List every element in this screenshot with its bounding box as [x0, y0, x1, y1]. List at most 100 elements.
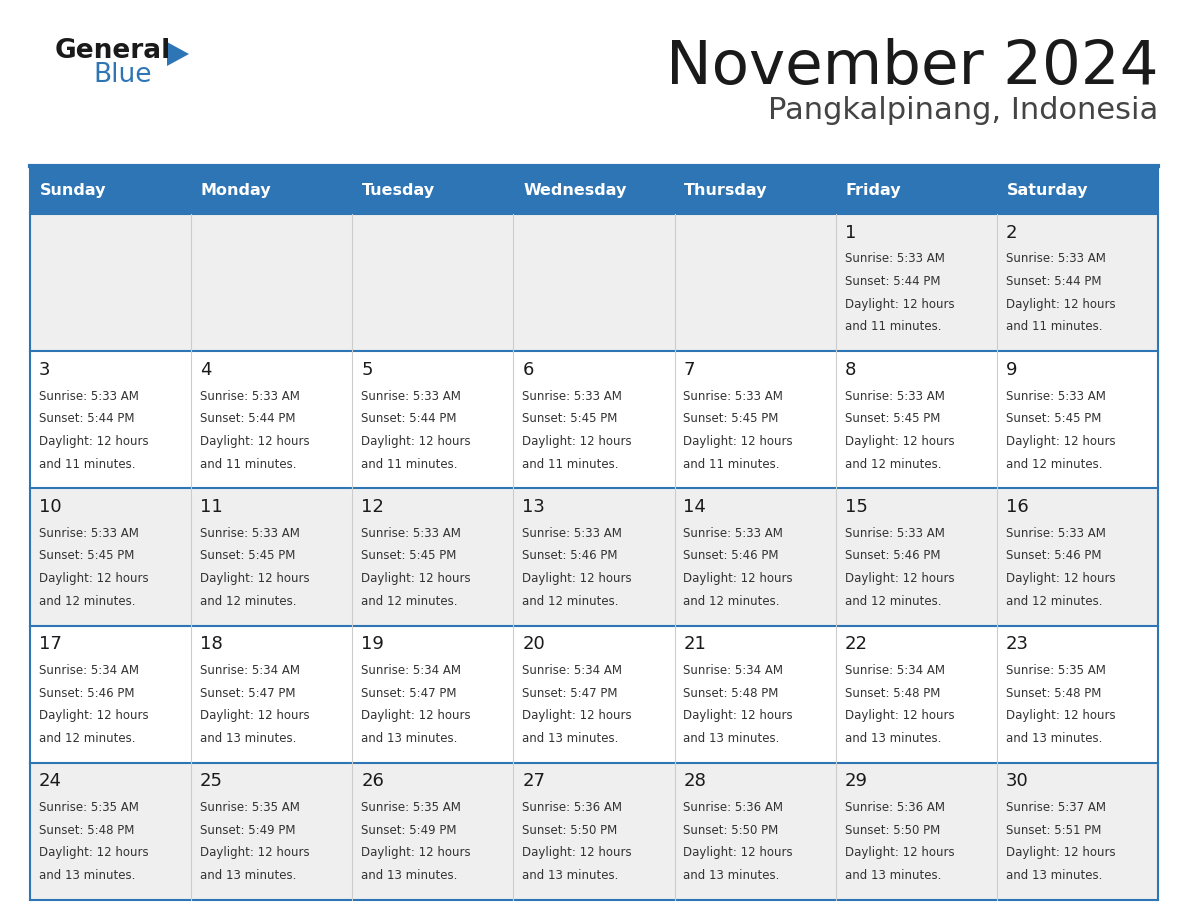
Text: Sunset: 5:48 PM: Sunset: 5:48 PM: [683, 687, 779, 700]
Text: Daylight: 12 hours: Daylight: 12 hours: [1006, 846, 1116, 859]
Bar: [835, 625, 997, 763]
Text: 16: 16: [1006, 498, 1029, 516]
Text: 23: 23: [1006, 635, 1029, 654]
Text: Sunset: 5:44 PM: Sunset: 5:44 PM: [200, 412, 296, 425]
Text: Sunset: 5:48 PM: Sunset: 5:48 PM: [1006, 687, 1101, 700]
Text: 10: 10: [39, 498, 62, 516]
Text: and 13 minutes.: and 13 minutes.: [361, 869, 457, 882]
Bar: [353, 763, 513, 900]
Text: 22: 22: [845, 635, 867, 654]
Text: Sunrise: 5:33 AM: Sunrise: 5:33 AM: [845, 252, 944, 265]
Bar: [835, 352, 997, 488]
Bar: [30, 763, 191, 900]
Text: and 13 minutes.: and 13 minutes.: [1006, 732, 1102, 744]
Text: Sunrise: 5:33 AM: Sunrise: 5:33 AM: [845, 527, 944, 540]
Text: Sunday: Sunday: [39, 184, 106, 198]
Text: Sunset: 5:51 PM: Sunset: 5:51 PM: [1006, 823, 1101, 837]
Text: Sunrise: 5:33 AM: Sunrise: 5:33 AM: [39, 527, 139, 540]
Text: 28: 28: [683, 772, 707, 790]
Text: and 12 minutes.: and 12 minutes.: [39, 595, 135, 608]
Bar: [30, 625, 191, 763]
Text: Sunrise: 5:35 AM: Sunrise: 5:35 AM: [39, 801, 139, 814]
Bar: [675, 168, 835, 214]
Text: and 13 minutes.: and 13 minutes.: [361, 732, 457, 744]
Text: Sunrise: 5:37 AM: Sunrise: 5:37 AM: [1006, 801, 1106, 814]
Text: Sunset: 5:44 PM: Sunset: 5:44 PM: [845, 275, 940, 288]
Bar: [835, 214, 997, 352]
Text: Daylight: 12 hours: Daylight: 12 hours: [523, 710, 632, 722]
Text: 30: 30: [1006, 772, 1029, 790]
Text: Daylight: 12 hours: Daylight: 12 hours: [1006, 297, 1116, 310]
Text: Daylight: 12 hours: Daylight: 12 hours: [845, 435, 954, 448]
Bar: [513, 352, 675, 488]
Text: Daylight: 12 hours: Daylight: 12 hours: [523, 846, 632, 859]
Bar: [30, 168, 191, 214]
Text: Sunrise: 5:34 AM: Sunrise: 5:34 AM: [200, 664, 301, 677]
Text: 24: 24: [39, 772, 62, 790]
Text: and 12 minutes.: and 12 minutes.: [1006, 595, 1102, 608]
Bar: [191, 763, 353, 900]
Text: and 13 minutes.: and 13 minutes.: [200, 869, 296, 882]
Text: Sunrise: 5:33 AM: Sunrise: 5:33 AM: [523, 527, 623, 540]
Text: 9: 9: [1006, 361, 1017, 379]
Bar: [30, 214, 191, 352]
Bar: [30, 352, 191, 488]
Text: and 12 minutes.: and 12 minutes.: [200, 595, 297, 608]
Text: Sunset: 5:45 PM: Sunset: 5:45 PM: [39, 550, 134, 563]
Text: and 13 minutes.: and 13 minutes.: [1006, 869, 1102, 882]
Text: and 12 minutes.: and 12 minutes.: [845, 595, 941, 608]
Bar: [997, 763, 1158, 900]
Text: Daylight: 12 hours: Daylight: 12 hours: [523, 572, 632, 585]
Text: Daylight: 12 hours: Daylight: 12 hours: [845, 297, 954, 310]
Text: and 11 minutes.: and 11 minutes.: [39, 457, 135, 471]
Bar: [675, 352, 835, 488]
Text: 21: 21: [683, 635, 707, 654]
Text: Sunset: 5:48 PM: Sunset: 5:48 PM: [845, 687, 940, 700]
Text: 6: 6: [523, 361, 533, 379]
Text: and 13 minutes.: and 13 minutes.: [523, 869, 619, 882]
Text: Daylight: 12 hours: Daylight: 12 hours: [683, 710, 794, 722]
Text: and 13 minutes.: and 13 minutes.: [200, 732, 296, 744]
Text: Sunrise: 5:36 AM: Sunrise: 5:36 AM: [523, 801, 623, 814]
Text: Daylight: 12 hours: Daylight: 12 hours: [683, 846, 794, 859]
Text: Daylight: 12 hours: Daylight: 12 hours: [361, 710, 470, 722]
Text: and 13 minutes.: and 13 minutes.: [523, 732, 619, 744]
Text: Saturday: Saturday: [1006, 184, 1088, 198]
Text: Daylight: 12 hours: Daylight: 12 hours: [523, 435, 632, 448]
Text: 27: 27: [523, 772, 545, 790]
Text: Sunrise: 5:35 AM: Sunrise: 5:35 AM: [1006, 664, 1106, 677]
Text: 29: 29: [845, 772, 867, 790]
Text: Daylight: 12 hours: Daylight: 12 hours: [1006, 572, 1116, 585]
Text: Daylight: 12 hours: Daylight: 12 hours: [1006, 435, 1116, 448]
Text: 11: 11: [200, 498, 223, 516]
Bar: [997, 625, 1158, 763]
Text: Sunrise: 5:36 AM: Sunrise: 5:36 AM: [845, 801, 944, 814]
Text: Sunset: 5:45 PM: Sunset: 5:45 PM: [200, 550, 296, 563]
Text: and 12 minutes.: and 12 minutes.: [1006, 457, 1102, 471]
Text: Sunrise: 5:34 AM: Sunrise: 5:34 AM: [845, 664, 944, 677]
Text: Daylight: 12 hours: Daylight: 12 hours: [200, 435, 310, 448]
Text: 4: 4: [200, 361, 211, 379]
Text: 18: 18: [200, 635, 223, 654]
Text: Sunset: 5:49 PM: Sunset: 5:49 PM: [200, 823, 296, 837]
Bar: [513, 625, 675, 763]
Text: Monday: Monday: [201, 184, 271, 198]
Bar: [675, 625, 835, 763]
Text: and 13 minutes.: and 13 minutes.: [683, 869, 779, 882]
Text: Daylight: 12 hours: Daylight: 12 hours: [845, 710, 954, 722]
Text: Sunset: 5:44 PM: Sunset: 5:44 PM: [39, 412, 134, 425]
Text: 19: 19: [361, 635, 384, 654]
Text: Sunset: 5:45 PM: Sunset: 5:45 PM: [683, 412, 779, 425]
Text: Daylight: 12 hours: Daylight: 12 hours: [845, 572, 954, 585]
Text: Sunrise: 5:33 AM: Sunrise: 5:33 AM: [683, 389, 783, 403]
Text: Pangkalpinang, Indonesia: Pangkalpinang, Indonesia: [767, 96, 1158, 125]
Text: and 12 minutes.: and 12 minutes.: [361, 595, 457, 608]
Text: Daylight: 12 hours: Daylight: 12 hours: [39, 710, 148, 722]
Text: 17: 17: [39, 635, 62, 654]
Text: Sunrise: 5:33 AM: Sunrise: 5:33 AM: [1006, 527, 1106, 540]
Text: Sunrise: 5:33 AM: Sunrise: 5:33 AM: [361, 389, 461, 403]
Bar: [997, 168, 1158, 214]
Text: Sunset: 5:48 PM: Sunset: 5:48 PM: [39, 823, 134, 837]
Text: General: General: [55, 38, 171, 64]
Text: Sunset: 5:45 PM: Sunset: 5:45 PM: [1006, 412, 1101, 425]
